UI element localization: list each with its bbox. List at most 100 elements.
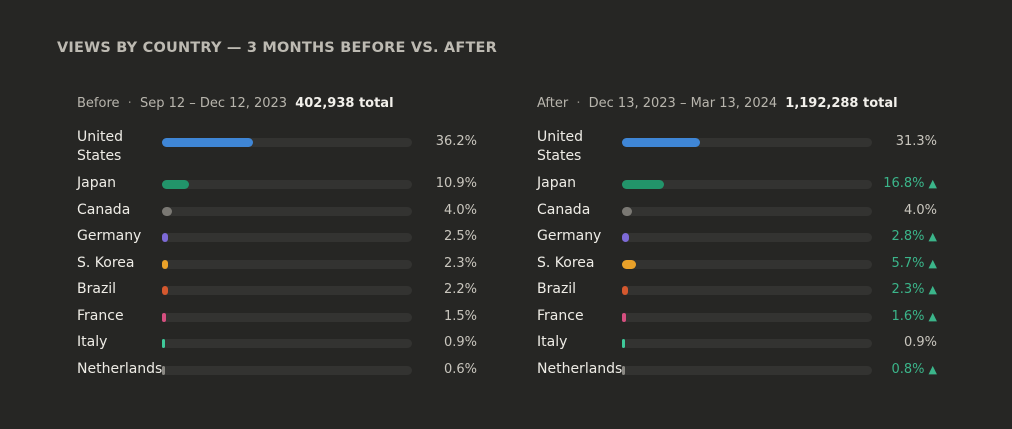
bar-track (162, 138, 412, 147)
bar-fill (622, 286, 628, 295)
value-label: 2.3% ▲ (867, 282, 938, 297)
country-label: Japan (77, 175, 117, 191)
bar-fill (622, 180, 664, 189)
before-panel: Before · Sep 12 – Dec 12, 2023 402,938 t… (77, 96, 477, 377)
value-text: 31.3% (895, 134, 937, 149)
bar-row: United States 36.2% (77, 128, 477, 164)
bar-track (162, 180, 412, 189)
bar-fill (622, 138, 701, 147)
bar-track (622, 365, 872, 375)
bar-row: Netherlands 0.8% ▲ (537, 360, 937, 386)
value-label: 36.2% (407, 134, 477, 149)
bar-row: S. Korea 2.3% (77, 254, 477, 280)
bar-track (162, 286, 412, 295)
bar-row: Netherlands 0.6% (77, 360, 477, 386)
value-text: 0.6% (443, 361, 477, 377)
bar-row: Germany 2.5% (77, 227, 477, 253)
value-text: 2.2% (443, 282, 477, 297)
bar-track (162, 233, 412, 242)
increase-arrow-icon: ▲ (928, 362, 937, 376)
increase-arrow-icon: ▲ (928, 309, 937, 323)
value-text: 36.2% (435, 134, 477, 149)
bar-row: Italy 0.9% (537, 333, 937, 359)
country-label: Netherlands (77, 360, 163, 377)
bar-fill (162, 180, 190, 189)
bar-track (622, 286, 872, 295)
country-label: Brazil (77, 281, 117, 297)
country-label: Brazil (537, 281, 577, 297)
panel-heading: After (537, 96, 569, 111)
bar-track (622, 233, 872, 242)
bar-track (622, 339, 872, 348)
bar-fill (162, 312, 166, 322)
value-label: 0.9% (407, 335, 477, 350)
after-panel-header: After · Dec 13, 2023 – Mar 13, 2024 1,19… (537, 96, 937, 114)
country-label: France (537, 307, 584, 324)
separator-dot: · (127, 96, 132, 111)
value-label: 0.6% (407, 362, 477, 377)
bar-row: Brazil 2.3% ▲ (537, 280, 937, 306)
bar-row: Canada 4.0% (537, 201, 937, 227)
value-label: 31.3% (867, 134, 937, 149)
bar-fill (622, 233, 629, 242)
value-text: 1.5% (443, 308, 477, 324)
value-label: 16.8% ▲ (867, 176, 937, 191)
bar-track (162, 206, 412, 216)
value-label: 5.7% ▲ (867, 255, 938, 271)
bar-fill (622, 259, 637, 269)
bar-fill (162, 233, 169, 242)
value-text: 2.8% (891, 229, 925, 244)
date-range: Dec 13, 2023 – Mar 13, 2024 (588, 96, 778, 111)
value-label: 2.2% (407, 282, 477, 297)
date-range: Sep 12 – Dec 12, 2023 (139, 96, 288, 111)
total-views: 402,938 total (295, 96, 394, 111)
country-label: Canada (77, 201, 131, 218)
value-text: 2.5% (443, 229, 477, 244)
value-label: 0.9% (867, 335, 937, 350)
value-text: 2.3% (443, 255, 477, 271)
bar-row: Brazil 2.2% (77, 280, 477, 306)
bar-fill (162, 138, 253, 147)
country-label: United States (537, 129, 583, 164)
value-label: 4.0% (407, 203, 477, 218)
value-text: 4.0% (443, 202, 477, 218)
country-label: Italy (77, 334, 108, 350)
bar-row: Germany 2.8% ▲ (537, 227, 937, 253)
value-text: 5.7% (891, 255, 925, 271)
value-text: 16.8% (883, 176, 925, 191)
panel-heading: Before (77, 96, 120, 111)
bar-fill (162, 259, 168, 269)
value-label: 1.6% ▲ (867, 308, 938, 324)
separator-dot: · (576, 96, 581, 111)
increase-arrow-icon: ▲ (928, 230, 937, 243)
value-label: 1.5% (407, 309, 477, 324)
value-label: 0.8% ▲ (867, 362, 938, 377)
bar-fill (622, 365, 625, 375)
bar-track (622, 180, 872, 189)
bar-track (162, 339, 412, 348)
bar-track (622, 312, 872, 322)
bar-fill (622, 339, 625, 348)
value-text: 1.6% (891, 308, 925, 324)
bar-fill (622, 206, 632, 216)
country-label: France (77, 307, 124, 324)
bar-row: United States 31.3% (537, 128, 937, 164)
country-label: Netherlands (537, 360, 623, 377)
country-label: Germany (77, 228, 142, 244)
country-label: Canada (537, 201, 591, 218)
before-panel-header: Before · Sep 12 – Dec 12, 2023 402,938 t… (77, 96, 477, 114)
bar-row: Canada 4.0% (77, 201, 477, 227)
bar-track (162, 259, 412, 269)
country-label: Germany (537, 228, 602, 244)
value-label: 10.9% (407, 176, 477, 191)
chart-title: VIEWS BY COUNTRY — 3 MONTHS BEFORE VS. A… (57, 40, 498, 56)
country-label: Italy (537, 334, 568, 350)
bar-track (162, 365, 412, 375)
bar-row: France 1.6% ▲ (537, 307, 937, 333)
bar-row: Japan 10.9% (77, 174, 477, 200)
total-views: 1,192,288 total (785, 96, 898, 111)
country-label: United States (77, 129, 123, 164)
value-text: 10.9% (435, 176, 477, 191)
country-label: Japan (537, 175, 577, 191)
bar-fill (162, 206, 172, 216)
